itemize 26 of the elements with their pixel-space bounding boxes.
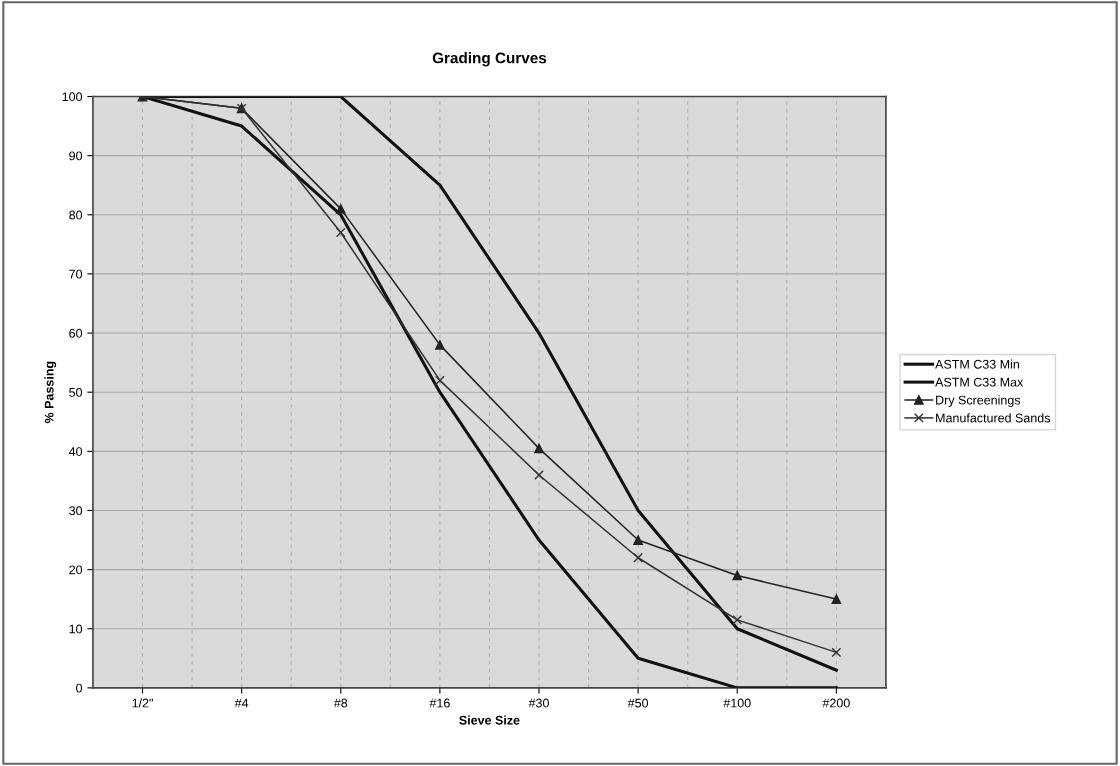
legend-label: ASTM C33 Max — [935, 377, 1024, 387]
x-axis-title: Sieve Size — [459, 715, 520, 725]
y-tick-label: 0 — [76, 683, 83, 693]
legend-label: ASTM C33 Min — [935, 359, 1020, 369]
y-tick-label: 30 — [69, 506, 83, 516]
y-tick-label: 70 — [69, 269, 83, 279]
x-tick-label: #16 — [429, 698, 450, 708]
x-tick-label: #50 — [627, 698, 649, 708]
x-tick-label: #100 — [723, 698, 751, 708]
legend-label: Manufactured Sands — [936, 413, 1050, 423]
y-tick-label: 60 — [69, 328, 83, 338]
x-tick-label: #4 — [234, 698, 249, 708]
x-tick-label: 1/2" — [132, 698, 153, 708]
legend-label: Dry Screenings — [936, 395, 1021, 407]
y-tick-label: 10 — [69, 624, 83, 634]
chart-title: Grading Curves — [432, 52, 547, 67]
x-tick-label: #8 — [333, 698, 348, 708]
y-tick-label: 50 — [69, 387, 83, 397]
y-tick-label: 20 — [69, 565, 83, 575]
y-tick-label: 40 — [68, 447, 83, 456]
x-tick-label: #200 — [822, 698, 850, 708]
y-tick-label: 90 — [69, 151, 83, 161]
y-tick-label: 100 — [62, 92, 83, 102]
y-tick-label: 80 — [69, 210, 83, 220]
y-axis-title: % Passing — [44, 361, 57, 424]
x-tick-label: #30 — [528, 698, 549, 708]
